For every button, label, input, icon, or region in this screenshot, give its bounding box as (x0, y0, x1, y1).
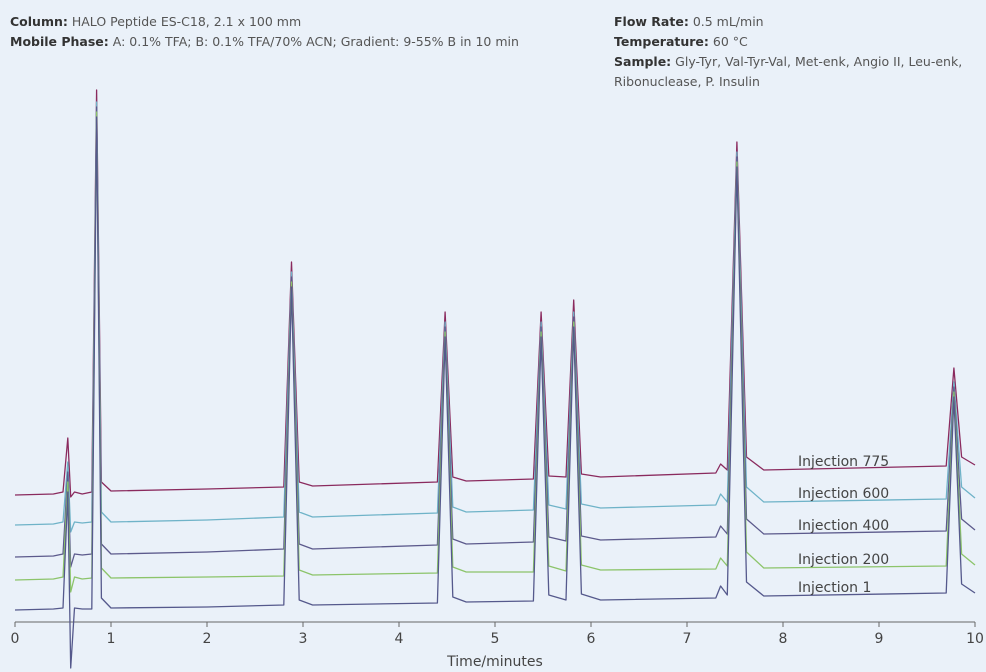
x-tick-label: 1 (107, 631, 116, 647)
note-label: Mobile Phase: (10, 34, 109, 49)
trace (14, 111, 976, 593)
note-flow-rate: Flow Rate: 0.5 mL/min (614, 12, 964, 32)
x-tick-label: 7 (683, 631, 692, 647)
note-label: Column: (10, 14, 68, 29)
note-label: Flow Rate: (614, 14, 689, 29)
x-tick-label: 4 (395, 631, 404, 647)
note-label: Sample: (614, 54, 672, 69)
x-tick-label: 9 (875, 631, 884, 647)
note-label: Temperature: (614, 34, 709, 49)
note-temperature: Temperature: 60 °C (614, 32, 964, 52)
note-sample: Sample: Gly-Tyr, Val-Tyr-Val, Met-enk, A… (614, 52, 964, 92)
note-mobile-phase: Mobile Phase: A: 0.1% TFA; B: 0.1% TFA/7… (10, 32, 600, 52)
trace (14, 89, 976, 498)
series-label: Injection 400 (798, 518, 889, 534)
left-notes: Column: HALO Peptide ES-C18, 2.1 x 100 m… (10, 12, 600, 52)
trace (14, 106, 976, 568)
series-label: Injection 200 (798, 552, 889, 568)
trace (14, 116, 976, 669)
series-label: Injection 600 (798, 486, 889, 502)
note-text: 60 °C (712, 34, 748, 49)
x-tick-label: 6 (587, 631, 596, 647)
right-notes: Flow Rate: 0.5 mL/min Temperature: 60 °C… (614, 12, 964, 92)
note-text: A: 0.1% TFA; B: 0.1% TFA/70% ACN; Gradie… (112, 34, 519, 49)
x-axis-label: Time/minutes (446, 654, 543, 670)
series-label: Injection 775 (798, 454, 889, 470)
note-column: Column: HALO Peptide ES-C18, 2.1 x 100 m… (10, 12, 600, 32)
x-tick-label: 0 (11, 631, 20, 647)
note-text: 0.5 mL/min (692, 14, 764, 29)
note-text: HALO Peptide ES-C18, 2.1 x 100 mm (71, 14, 302, 29)
x-tick-label: 2 (203, 631, 212, 647)
trace (14, 101, 976, 533)
note-text: Gly-Tyr, Val-Tyr-Val, Met-enk, Angio II,… (614, 54, 963, 89)
x-tick-label: 3 (299, 631, 308, 647)
x-tick-label: 5 (491, 631, 500, 647)
x-tick-label: 8 (779, 631, 788, 647)
x-tick-label: 10 (966, 631, 984, 647)
series-label: Injection 1 (798, 580, 871, 596)
